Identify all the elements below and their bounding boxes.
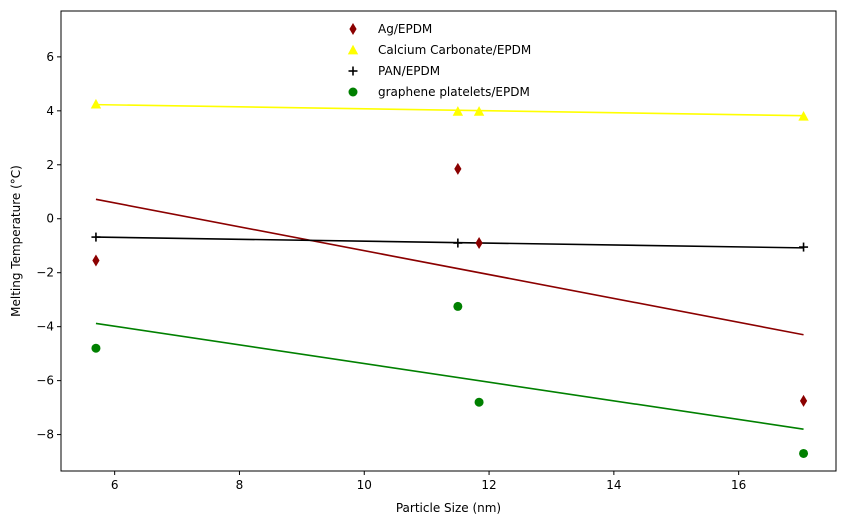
legend-label: PAN/EPDM <box>378 64 440 78</box>
y-tick-label: 2 <box>46 158 54 172</box>
x-axis: 6 8 10 12 14 16 <box>111 471 746 492</box>
fit-line <box>95 103 804 117</box>
data-point <box>92 254 100 267</box>
data-point <box>452 106 464 116</box>
data-point <box>799 448 809 458</box>
data-point <box>798 111 809 121</box>
y-tick-label: −6 <box>36 374 54 388</box>
x-tick-label: 14 <box>606 478 621 492</box>
data-point <box>473 106 485 116</box>
legend-label: graphene platelets/EPDM <box>378 85 530 99</box>
plot-area <box>60 10 837 472</box>
y-axis-label: Melting Temperature (°C) <box>9 165 23 317</box>
legend-marker <box>348 66 358 76</box>
fit-line <box>95 322 804 430</box>
data-points <box>90 98 809 458</box>
fit-lines <box>95 103 804 430</box>
data-point <box>475 237 483 250</box>
x-tick-label: 6 <box>111 478 119 492</box>
data-point <box>799 242 809 252</box>
x-tick-label: 16 <box>731 478 746 492</box>
data-point <box>90 98 102 109</box>
x-tick-label: 10 <box>357 478 372 492</box>
y-tick-label: −2 <box>36 266 54 280</box>
y-tick-label: 0 <box>46 212 54 226</box>
legend-marker <box>349 23 357 35</box>
y-tick-label: 6 <box>46 50 54 64</box>
data-point <box>453 238 463 248</box>
x-tick-label: 12 <box>481 478 496 492</box>
x-axis-label: Particle Size (nm) <box>396 501 501 515</box>
data-point <box>799 394 808 407</box>
data-point <box>453 301 463 311</box>
data-point <box>91 232 101 242</box>
data-point <box>474 397 484 407</box>
y-tick-label: −4 <box>36 320 54 334</box>
y-axis: −8 −6 −4 −2 0 2 4 6 <box>36 50 61 442</box>
legend: Ag/EPDM Calcium Carbonate/EPDM PAN/EPDM gra… <box>347 22 531 99</box>
fit-line <box>95 236 804 249</box>
y-tick-label: −8 <box>36 428 54 442</box>
legend-label: Ag/EPDM <box>378 22 432 36</box>
legend-marker <box>347 44 359 55</box>
legend-marker <box>348 87 358 97</box>
x-tick-label: 8 <box>236 478 244 492</box>
fit-line <box>95 198 804 336</box>
data-point <box>454 162 462 175</box>
legend-label: Calcium Carbonate/EPDM <box>378 43 531 57</box>
y-tick-label: 4 <box>46 104 54 118</box>
data-point <box>91 343 101 353</box>
